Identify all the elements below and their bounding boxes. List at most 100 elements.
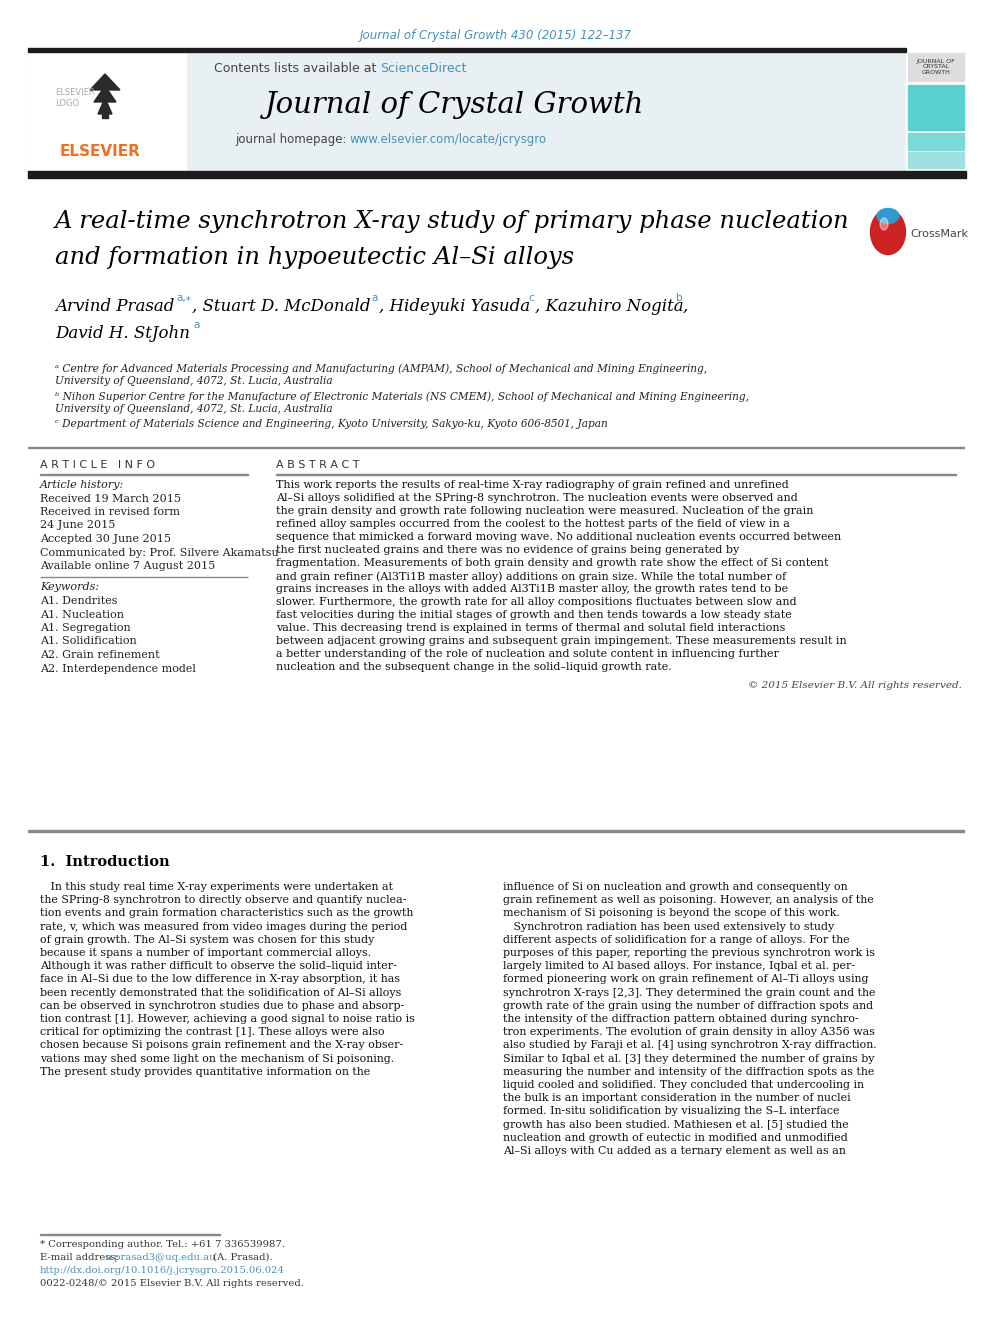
Text: Article history:: Article history: [40, 480, 124, 490]
Text: This work reports the results of real-time X-ray radiography of grain refined an: This work reports the results of real-ti… [276, 480, 789, 490]
Text: Keywords:: Keywords: [40, 582, 99, 593]
Text: mechanism of Si poisoning is beyond the scope of this work.: mechanism of Si poisoning is beyond the … [503, 909, 840, 918]
Text: Al–Si alloys with Cu added as a ternary element as well as an: Al–Si alloys with Cu added as a ternary … [503, 1146, 846, 1156]
Text: grains increases in the alloys with added Al3Ti1B master alloy, the growth rates: grains increases in the alloys with adde… [276, 583, 788, 594]
Text: Communicated by: Prof. Silvere Akamatsu: Communicated by: Prof. Silvere Akamatsu [40, 548, 279, 557]
Text: www.elsevier.com/locate/jcrysgro: www.elsevier.com/locate/jcrysgro [350, 134, 548, 147]
Text: fast velocities during the initial stages of growth and then tends towards a low: fast velocities during the initial stage… [276, 610, 792, 620]
Text: chosen because Si poisons grain refinement and the X-ray obser-: chosen because Si poisons grain refineme… [40, 1040, 404, 1050]
Text: because it spans a number of important commercial alloys.: because it spans a number of important c… [40, 949, 371, 958]
Bar [28, 52, 186, 171]
Text: ᵇ Nihon Superior Centre for the Manufacture of Electronic Materials (NS CMEM), S: ᵇ Nihon Superior Centre for the Manufact… [55, 392, 749, 402]
Text: value. This decreasing trend is explained in terms of thermal and solutal field : value. This decreasing trend is explaine… [276, 623, 786, 632]
Text: Arvind Prasad: Arvind Prasad [55, 298, 175, 315]
Bar [28, 48, 906, 52]
Bar [102, 110, 108, 118]
Text: face in Al–Si due to the low difference in X-ray absorption, it has: face in Al–Si due to the low difference … [40, 975, 400, 984]
Text: fragmentation. Measurements of both grain density and growth rate show the effec: fragmentation. Measurements of both grai… [276, 558, 828, 568]
Text: In this study real time X-ray experiments were undertaken at: In this study real time X-ray experiment… [40, 882, 393, 892]
Text: formed pioneering work on grain refinement of Al–Ti alloys using: formed pioneering work on grain refineme… [503, 975, 869, 984]
Text: Al–Si alloys solidified at the SPring-8 synchrotron. The nucleation events were : Al–Si alloys solidified at the SPring-8 … [276, 493, 798, 503]
Text: also studied by Faraji et al. [4] using synchrotron X-ray diffraction.: also studied by Faraji et al. [4] using … [503, 1040, 877, 1050]
Polygon shape [90, 74, 120, 90]
Text: ᶜ Department of Materials Science and Engineering, Kyoto University, Sakyo-ku, K: ᶜ Department of Materials Science and En… [55, 419, 608, 429]
Text: , Hideyuki Yasuda: , Hideyuki Yasuda [379, 298, 530, 315]
Text: of grain growth. The Al–Si system was chosen for this study: of grain growth. The Al–Si system was ch… [40, 935, 374, 945]
Text: c: c [528, 292, 534, 303]
Text: tion contrast [1]. However, achieving a good signal to noise ratio is: tion contrast [1]. However, achieving a … [40, 1013, 415, 1024]
Text: the SPring-8 synchrotron to directly observe and quantify nuclea-: the SPring-8 synchrotron to directly obs… [40, 896, 407, 905]
Text: Synchrotron radiation has been used extensively to study: Synchrotron radiation has been used exte… [503, 922, 834, 931]
Text: influence of Si on nucleation and growth and consequently on: influence of Si on nucleation and growth… [503, 882, 847, 892]
Text: David H. StJohn: David H. StJohn [55, 325, 190, 343]
Text: nucleation and the subsequent change in the solid–liquid growth rate.: nucleation and the subsequent change in … [276, 662, 672, 672]
Text: formed. In-situ solidification by visualizing the S–L interface: formed. In-situ solidification by visual… [503, 1106, 839, 1117]
Text: ScienceDirect: ScienceDirect [380, 61, 466, 74]
Text: A1. Solidification: A1. Solidification [40, 636, 137, 647]
Text: the bulk is an important consideration in the number of nuclei: the bulk is an important consideration i… [503, 1093, 850, 1103]
Text: b: b [676, 292, 682, 303]
Polygon shape [94, 86, 116, 102]
Text: 24 June 2015: 24 June 2015 [40, 520, 115, 531]
Text: ,: , [683, 298, 688, 315]
Text: http://dx.doi.org/10.1016/j.jcrysgro.2015.06.024: http://dx.doi.org/10.1016/j.jcrysgro.201… [40, 1266, 285, 1275]
Text: the intensity of the diffraction pattern obtained during synchro-: the intensity of the diffraction pattern… [503, 1013, 859, 1024]
Text: A2. Grain refinement: A2. Grain refinement [40, 650, 160, 660]
Text: grain refinement as well as poisoning. However, an analysis of the: grain refinement as well as poisoning. H… [503, 896, 874, 905]
Polygon shape [98, 98, 112, 114]
Text: rate, v, which was measured from video images during the period: rate, v, which was measured from video i… [40, 922, 408, 931]
Text: Contents lists available at: Contents lists available at [213, 61, 380, 74]
Bar [908, 85, 964, 130]
Text: * Corresponding author. Tel.: +61 7 336539987.: * Corresponding author. Tel.: +61 7 3365… [40, 1240, 285, 1249]
Text: University of Queensland, 4072, St. Lucia, Australia: University of Queensland, 4072, St. Luci… [55, 376, 332, 386]
Bar [28, 52, 906, 171]
Text: Journal of Crystal Growth: Journal of Crystal Growth [265, 91, 645, 119]
Bar [908, 53, 964, 81]
Text: ᵃ Centre for Advanced Materials Processing and Manufacturing (AMPAM), School of : ᵃ Centre for Advanced Materials Processi… [55, 363, 707, 373]
Bar [28, 171, 966, 179]
Text: JOURNAL OF
CRYSTAL
GROWTH: JOURNAL OF CRYSTAL GROWTH [917, 58, 955, 75]
Text: Available online 7 August 2015: Available online 7 August 2015 [40, 561, 215, 572]
Text: synchrotron X-rays [2,3]. They determined the grain count and the: synchrotron X-rays [2,3]. They determine… [503, 987, 876, 998]
Text: E-mail address:: E-mail address: [40, 1253, 122, 1262]
Text: The present study provides quantitative information on the: The present study provides quantitative … [40, 1066, 370, 1077]
Bar [908, 152, 964, 168]
Text: a: a [193, 320, 199, 329]
Ellipse shape [871, 209, 906, 254]
Text: Journal of Crystal Growth 430 (2015) 122–137: Journal of Crystal Growth 430 (2015) 122… [360, 29, 632, 42]
Text: Similar to Iqbal et al. [3] they determined the number of grains by: Similar to Iqbal et al. [3] they determi… [503, 1053, 875, 1064]
Bar [908, 134, 964, 149]
Text: a: a [371, 292, 377, 303]
Text: A B S T R A C T: A B S T R A C T [276, 460, 359, 470]
Text: Received in revised form: Received in revised form [40, 507, 180, 517]
Text: Received 19 March 2015: Received 19 March 2015 [40, 493, 181, 504]
Text: ELSEVIER
LOGO: ELSEVIER LOGO [55, 89, 95, 107]
Text: A1. Segregation: A1. Segregation [40, 623, 131, 632]
Text: Accepted 30 June 2015: Accepted 30 June 2015 [40, 534, 171, 544]
Text: 0022-0248/© 2015 Elsevier B.V. All rights reserved.: 0022-0248/© 2015 Elsevier B.V. All right… [40, 1279, 304, 1289]
Text: nucleation and growth of eutectic in modified and unmodified: nucleation and growth of eutectic in mod… [503, 1132, 848, 1143]
Text: tion events and grain formation characteristics such as the growth: tion events and grain formation characte… [40, 909, 414, 918]
Text: University of Queensland, 4072, St. Lucia, Australia: University of Queensland, 4072, St. Luci… [55, 404, 332, 414]
Text: ELSEVIER: ELSEVIER [60, 144, 141, 160]
Ellipse shape [877, 209, 899, 224]
Text: A real-time synchrotron X-ray study of primary phase nucleation: A real-time synchrotron X-ray study of p… [55, 210, 849, 233]
Text: a,⁎: a,⁎ [176, 292, 190, 303]
Text: largely limited to Al based alloys. For instance, Iqbal et al. per-: largely limited to Al based alloys. For … [503, 962, 855, 971]
Text: journal homepage:: journal homepage: [235, 134, 350, 147]
Text: measuring the number and intensity of the diffraction spots as the: measuring the number and intensity of th… [503, 1066, 874, 1077]
Text: A R T I C L E   I N F O: A R T I C L E I N F O [40, 460, 155, 470]
Text: growth rate of the grain using the number of diffraction spots and: growth rate of the grain using the numbe… [503, 1000, 873, 1011]
Text: CrossMark: CrossMark [910, 229, 968, 239]
Text: a better understanding of the role of nucleation and solute content in influenci: a better understanding of the role of nu… [276, 650, 779, 659]
Text: A2. Interdependence model: A2. Interdependence model [40, 664, 195, 673]
Text: A1. Dendrites: A1. Dendrites [40, 595, 117, 606]
Text: slower. Furthermore, the growth rate for all alloy compositions fluctuates betwe: slower. Furthermore, the growth rate for… [276, 597, 797, 607]
Text: the grain density and growth rate following nucleation were measured. Nucleation: the grain density and growth rate follow… [276, 505, 813, 516]
Text: and formation in hypoeutectic Al–Si alloys: and formation in hypoeutectic Al–Si allo… [55, 246, 574, 269]
Text: and grain refiner (Al3Ti1B master alloy) additions on grain size. While the tota: and grain refiner (Al3Ti1B master alloy)… [276, 572, 786, 582]
Text: vations may shed some light on the mechanism of Si poisoning.: vations may shed some light on the mecha… [40, 1053, 394, 1064]
Text: © 2015 Elsevier B.V. All rights reserved.: © 2015 Elsevier B.V. All rights reserved… [748, 681, 962, 691]
Text: purposes of this paper, reporting the previous synchrotron work is: purposes of this paper, reporting the pr… [503, 949, 875, 958]
Text: can be observed in synchrotron studies due to phase and absorp-: can be observed in synchrotron studies d… [40, 1000, 405, 1011]
